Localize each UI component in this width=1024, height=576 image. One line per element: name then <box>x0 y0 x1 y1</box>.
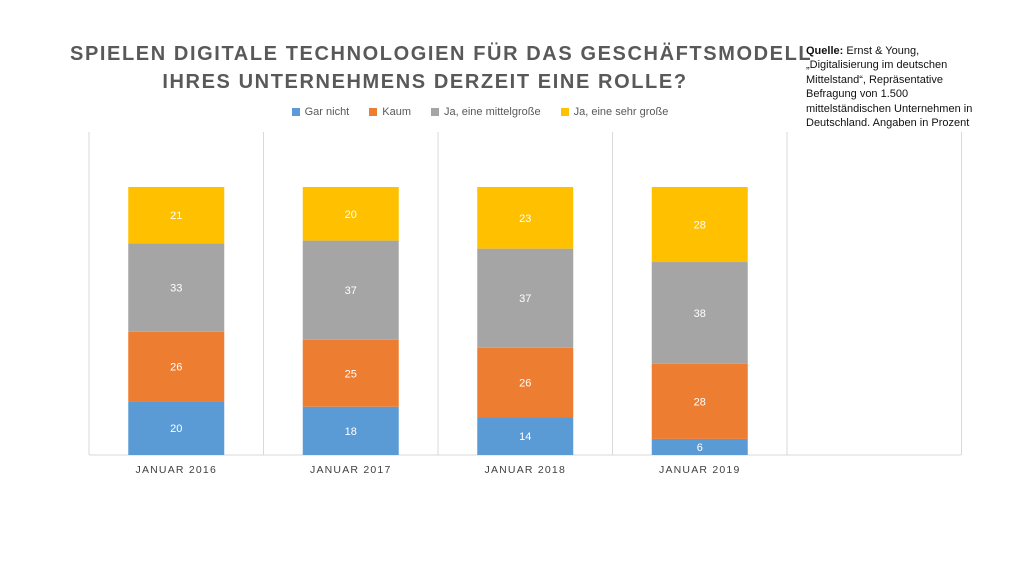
bar-segment <box>651 187 748 263</box>
data-label: 37 <box>519 293 531 305</box>
bar-segment <box>477 248 574 348</box>
legend-swatch <box>291 108 300 116</box>
bar-segment <box>128 401 225 455</box>
data-label: 20 <box>345 209 357 221</box>
data-label: 26 <box>170 362 182 374</box>
data-label: 21 <box>170 210 182 222</box>
bar-segment <box>128 243 225 332</box>
legend-swatch <box>431 108 439 116</box>
data-label: 38 <box>694 308 706 320</box>
bar-segment <box>128 187 225 244</box>
data-label: 18 <box>345 426 357 438</box>
data-label: 25 <box>345 368 357 380</box>
data-label: 28 <box>694 396 706 408</box>
data-label: 6 <box>697 442 703 454</box>
source-text: Ernst & Young, „Digitalisierung im deuts… <box>806 45 973 130</box>
x-tick-label: JANUAR 2017 <box>310 464 391 476</box>
bar-segment <box>477 417 574 455</box>
bar-segment <box>302 339 399 407</box>
bar-segment <box>477 347 574 418</box>
bar-segment <box>128 331 225 402</box>
x-tick-label: JANUAR 2019 <box>659 464 740 476</box>
x-tick-label: JANUAR 2018 <box>485 464 566 476</box>
x-tick-label: JANUAR 2016 <box>136 464 217 476</box>
bar-segment <box>651 262 748 364</box>
legend-label: Ja, eine sehr große <box>573 106 669 118</box>
legend-swatch <box>560 108 569 116</box>
legend-label: Ja, eine mittelgroße <box>444 106 541 118</box>
legend-label: Kaum <box>382 106 411 118</box>
data-label: 23 <box>519 213 531 225</box>
data-label: 33 <box>170 283 182 295</box>
data-label: 20 <box>170 423 182 435</box>
data-label: 37 <box>345 285 357 297</box>
chart-legend: Gar nicht Kaum Ja, eine mittelgroße Ja, … <box>270 106 690 118</box>
bar-segment <box>651 438 748 455</box>
bar-segment <box>302 406 399 455</box>
legend-item-kaum: Kaum <box>369 106 411 118</box>
chart-title: SPIELEN DIGITALE TECHNOLOGIEN FÜR DAS GE… <box>70 40 813 96</box>
source-note: Quelle: Ernst & Young, „Digitalisierung … <box>806 44 976 130</box>
chart-title-line-1: SPIELEN DIGITALE TECHNOLOGIEN FÜR DAS GE… <box>70 43 813 65</box>
data-label: 28 <box>694 220 706 232</box>
source-label: Quelle: <box>806 45 844 57</box>
bar-segment <box>651 363 748 439</box>
bar-segment <box>302 240 399 340</box>
bar-segment <box>477 187 574 249</box>
legend-item-gar-nicht: Gar nicht <box>291 106 350 118</box>
legend-item-sehr-gross: Ja, eine sehr große <box>560 106 669 118</box>
bar-segment <box>302 187 399 241</box>
legend-item-mittelgross: Ja, eine mittelgroße <box>431 106 541 118</box>
legend-swatch <box>369 108 378 116</box>
data-label: 26 <box>519 378 531 390</box>
data-label: 14 <box>519 431 531 443</box>
legend-label: Gar nicht <box>304 106 350 118</box>
chart-title-line-2: IHRES UNTERNEHMENS DERZEIT EINE ROLLE? <box>162 71 688 93</box>
